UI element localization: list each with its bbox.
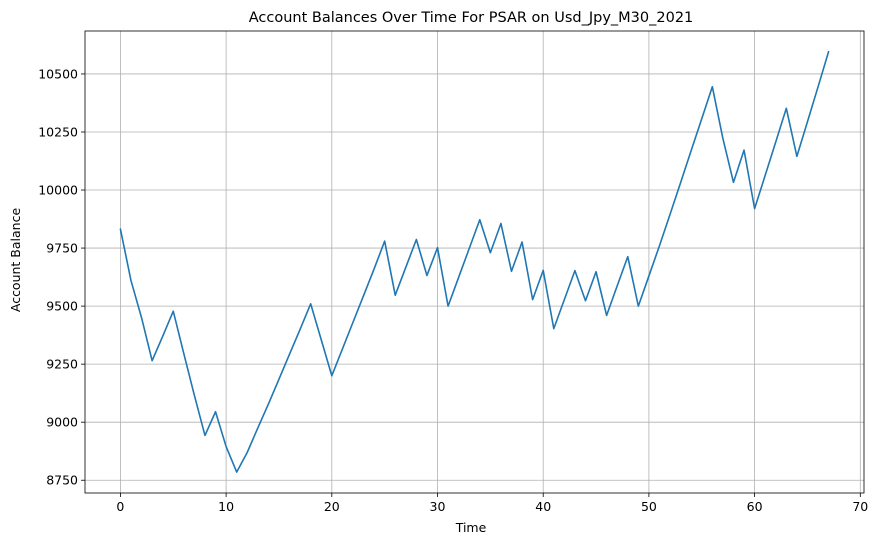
- y-axis: 8750 9000 9250 9500 9750 10000 10250 10500: [38, 66, 85, 488]
- y-tick-label: 10000: [38, 183, 78, 198]
- plot-area: [119, 50, 830, 473]
- x-tick-label: 20: [324, 499, 340, 514]
- chart-title: Account Balances Over Time For PSAR on U…: [249, 10, 694, 26]
- y-tick-label: 9500: [46, 299, 78, 314]
- y-tick-label: 10500: [38, 66, 78, 81]
- y-tick-label: 10250: [38, 124, 78, 139]
- y-axis-label: Account Balance: [8, 208, 23, 313]
- y-tick-label: 9000: [46, 415, 78, 430]
- y-tick-label: 9750: [46, 241, 78, 256]
- grid: [85, 31, 864, 493]
- x-axis: 0 10 20 30 40 50 60 70: [116, 493, 868, 514]
- plot-frame: [84, 30, 865, 494]
- x-tick-label: 40: [535, 499, 551, 514]
- x-axis-label: Time: [455, 520, 487, 535]
- x-tick-label: 0: [116, 499, 124, 514]
- x-tick-label: 60: [747, 499, 763, 514]
- y-tick-label: 8750: [46, 473, 78, 488]
- x-tick-label: 30: [430, 499, 446, 514]
- x-tick-label: 50: [641, 499, 657, 514]
- series-line: [119, 50, 830, 473]
- x-tick-label: 10: [218, 499, 234, 514]
- x-tick-label: 70: [852, 499, 868, 514]
- y-tick-label: 9250: [46, 357, 78, 372]
